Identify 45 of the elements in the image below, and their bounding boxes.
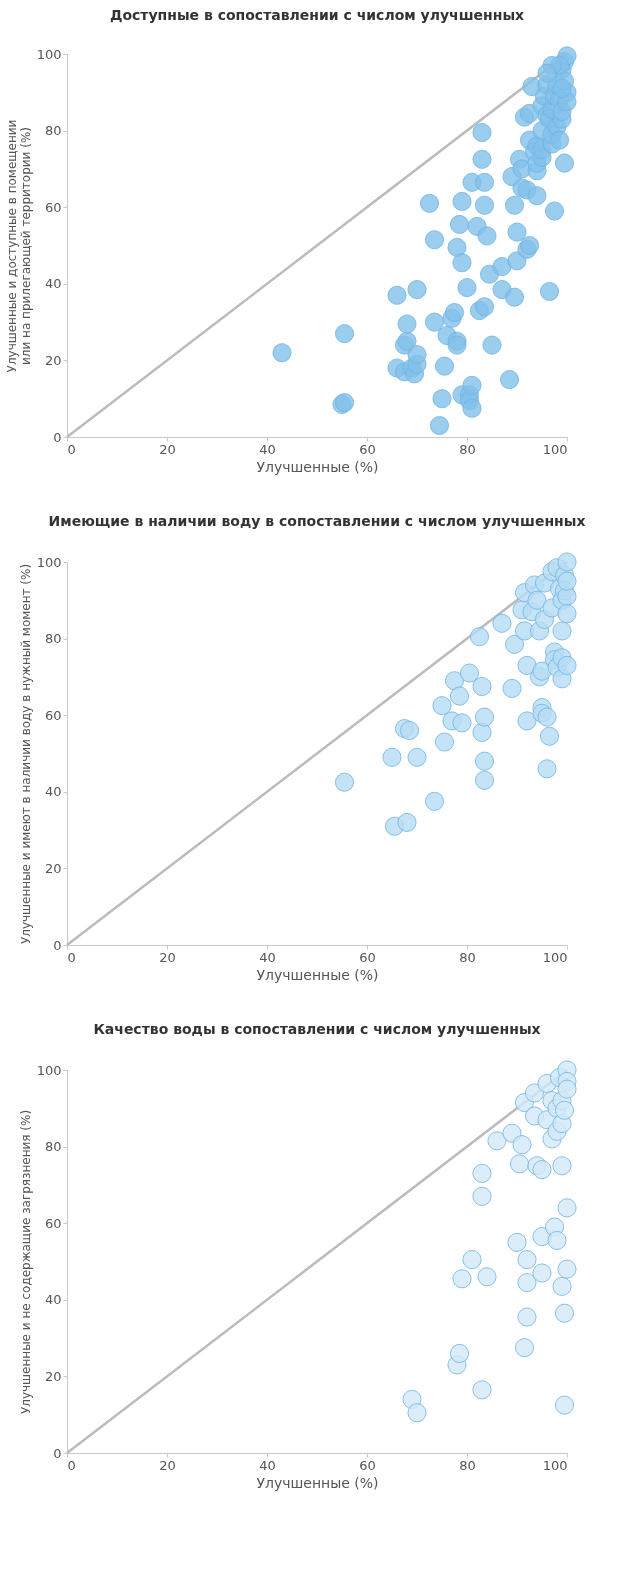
y-tick-label: 100 — [36, 554, 62, 570]
x-tick-label: 20 — [159, 1457, 176, 1473]
x-tick-label: 0 — [67, 441, 76, 457]
y-tick-label: 40 — [44, 276, 62, 292]
y-tick-label: 20 — [44, 860, 62, 876]
y-tick-label: 0 — [53, 1445, 62, 1461]
y-tick-label: 60 — [44, 707, 62, 723]
y-tick-label: 40 — [44, 1292, 62, 1308]
x-tick-label: 100 — [542, 949, 568, 965]
y-tick-label: 60 — [44, 199, 62, 215]
x-tick-label: 40 — [259, 1457, 276, 1473]
x-tick-label: 100 — [542, 1457, 568, 1473]
y-axis-title: Улучшенные и не содержащие загрязнения (%) — [18, 1109, 33, 1415]
x-tick-label: 60 — [359, 1457, 376, 1473]
x-axis-title: Улучшенные (%) — [256, 966, 379, 983]
y-tick-label: 80 — [44, 1139, 62, 1155]
y-tick-label: 40 — [44, 784, 62, 800]
y-tick-label: 20 — [44, 352, 62, 368]
y-tick-label: 100 — [36, 46, 62, 62]
y-axis-title: Улучшенные и доступные в помещении или на прилегающей территории (%) — [4, 119, 33, 373]
x-tick-label: 100 — [542, 441, 568, 457]
chart-title: Доступные в сопоставлении с числом улучшенных — [109, 6, 525, 23]
chart-title: Качество воды в сопоставлении с числом улучшенных — [93, 1020, 541, 1037]
y-tick-label: 60 — [44, 1215, 62, 1231]
y-tick-label: 80 — [44, 123, 62, 139]
x-tick-label: 40 — [259, 441, 276, 457]
x-axis-title: Улучшенные (%) — [256, 458, 379, 475]
x-tick-label: 80 — [459, 441, 476, 457]
chart-title: Имеющие в наличии воду в сопоставлении с числом улучшенных — [48, 512, 586, 529]
x-tick-label: 60 — [359, 949, 376, 965]
x-tick-label: 0 — [67, 1457, 76, 1473]
y-axis-title: Улучшенные и имеют в наличии воду в нужный момент (%) — [18, 563, 33, 945]
y-tick-label: 0 — [53, 429, 62, 445]
y-tick-label: 100 — [36, 1062, 62, 1078]
y-tick-label: 20 — [44, 1368, 62, 1384]
x-tick-label: 40 — [259, 949, 276, 965]
x-tick-label: 20 — [159, 441, 176, 457]
x-tick-label: 80 — [459, 1457, 476, 1473]
x-tick-label: 80 — [459, 949, 476, 965]
x-axis-title: Улучшенные (%) — [256, 1474, 379, 1491]
x-tick-label: 0 — [67, 949, 76, 965]
x-tick-label: 60 — [359, 441, 376, 457]
y-tick-label: 0 — [53, 937, 62, 953]
y-tick-label: 80 — [44, 631, 62, 647]
x-tick-label: 20 — [159, 949, 176, 965]
